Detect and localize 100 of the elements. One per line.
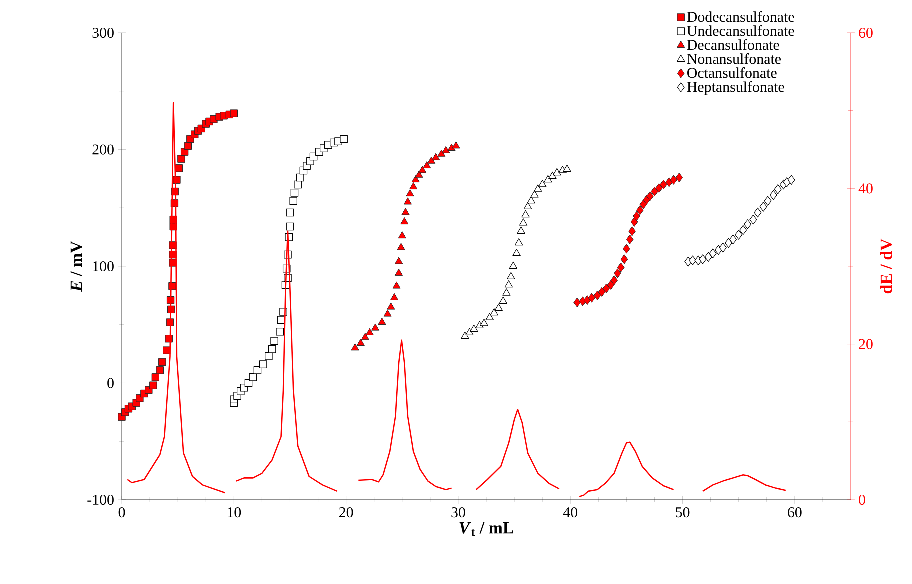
point <box>150 382 158 390</box>
line-series <box>126 102 226 494</box>
point <box>594 290 602 301</box>
legend-label: Nonansulfonate <box>687 54 782 64</box>
point <box>764 196 772 206</box>
point <box>276 328 284 336</box>
point <box>366 328 374 336</box>
point <box>230 110 238 118</box>
point <box>725 238 732 248</box>
point <box>486 313 494 320</box>
point <box>617 262 625 272</box>
point <box>400 217 409 225</box>
point <box>418 166 427 174</box>
point <box>519 218 528 226</box>
x-axis-title: V$_{t}$ / mL <box>460 522 514 536</box>
point <box>361 333 370 340</box>
x-tick-label: 20 <box>340 507 354 518</box>
point <box>254 366 262 374</box>
point <box>760 202 768 212</box>
point <box>740 225 748 236</box>
point <box>754 208 762 218</box>
point <box>636 206 644 216</box>
point <box>514 238 524 246</box>
point <box>714 245 722 256</box>
point <box>286 222 294 231</box>
y-tick-label: 0 <box>108 378 114 388</box>
point <box>394 257 404 264</box>
point <box>504 280 514 288</box>
point <box>689 256 697 266</box>
point <box>744 220 752 230</box>
point <box>640 200 648 210</box>
point <box>259 360 268 368</box>
point <box>249 374 258 382</box>
point <box>452 142 460 149</box>
legend-label: Heptansulfonate <box>687 82 784 96</box>
point <box>351 344 360 351</box>
point <box>286 208 294 217</box>
point <box>415 170 424 178</box>
y-axis-title: E / mV <box>70 241 82 292</box>
point <box>534 184 542 192</box>
point <box>735 230 743 240</box>
point <box>704 252 712 262</box>
point <box>730 234 737 245</box>
x-tick-label: 50 <box>676 507 690 518</box>
point <box>476 321 484 329</box>
point <box>614 268 622 278</box>
point <box>656 183 663 194</box>
y-tick-label: 100 <box>93 261 114 272</box>
point <box>356 338 365 346</box>
point <box>175 164 184 172</box>
point <box>438 150 446 157</box>
point <box>384 310 392 317</box>
point <box>620 254 628 264</box>
point <box>152 374 160 382</box>
x-tick-label: 0 <box>118 507 126 518</box>
point <box>296 174 304 182</box>
point <box>371 324 380 331</box>
point <box>294 180 302 189</box>
point <box>265 352 273 360</box>
point <box>165 335 173 343</box>
point <box>410 182 418 190</box>
y-tick-label: 300 <box>92 28 114 38</box>
point <box>340 135 348 144</box>
point <box>709 248 717 259</box>
point <box>394 268 404 276</box>
line-series <box>578 442 674 498</box>
point <box>378 318 386 325</box>
point <box>404 198 412 205</box>
point <box>630 217 638 227</box>
y-tick-label: 200 <box>92 144 114 155</box>
point <box>623 244 630 254</box>
point <box>750 214 758 225</box>
point <box>156 366 164 374</box>
point <box>598 287 606 297</box>
point <box>290 189 299 197</box>
point <box>502 288 511 296</box>
point <box>699 254 707 264</box>
point <box>602 284 610 294</box>
point <box>548 172 557 180</box>
point <box>178 155 186 163</box>
y2-tick-label: 40 <box>858 184 873 194</box>
point <box>660 180 668 190</box>
point <box>392 282 401 289</box>
point <box>270 337 278 346</box>
point <box>628 226 636 236</box>
point <box>676 172 684 183</box>
point <box>524 202 532 210</box>
point <box>423 161 432 169</box>
legend-label: Octansulfonate <box>688 68 777 78</box>
x-tick-label: 60 <box>788 507 802 518</box>
x-tick-label: 10 <box>228 507 242 518</box>
point <box>770 190 778 200</box>
point <box>480 319 488 326</box>
point <box>719 242 727 253</box>
point <box>499 296 508 304</box>
y2-tick-label: 20 <box>859 339 873 350</box>
point <box>387 302 396 310</box>
x-tick-label: 30 <box>452 507 466 518</box>
point <box>402 208 410 216</box>
point <box>574 298 582 308</box>
